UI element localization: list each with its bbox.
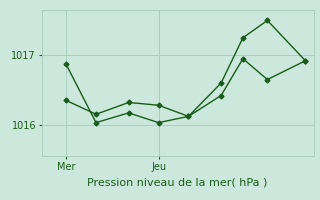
X-axis label: Pression niveau de la mer( hPa ): Pression niveau de la mer( hPa ) <box>87 177 268 187</box>
